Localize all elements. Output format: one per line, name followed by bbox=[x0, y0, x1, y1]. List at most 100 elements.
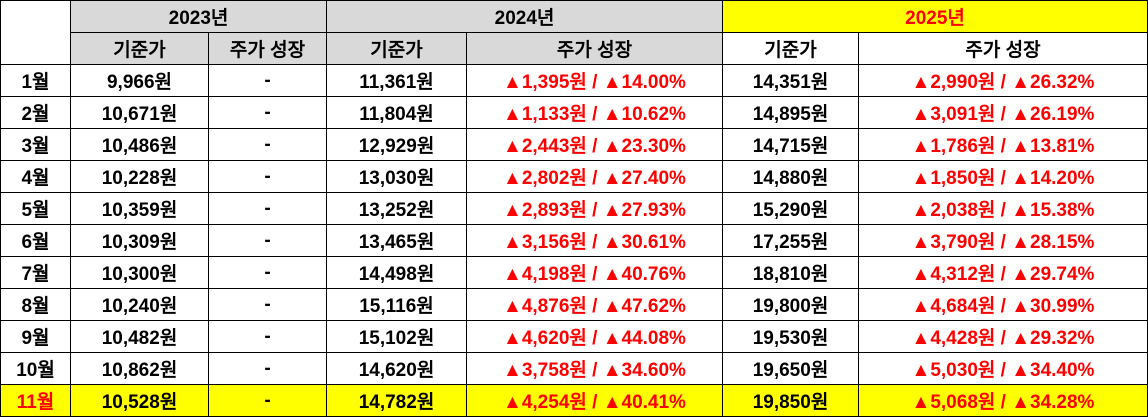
month-cell: 11월 bbox=[0, 384, 71, 417]
month-row: 1월 9,966원 -11,361원 ▲1,395원 / ▲14.00% 14,351원… bbox=[0, 64, 1148, 97]
growth-cell: - bbox=[208, 128, 327, 161]
month-row: 11월 10,528원 -14,782원 ▲4,254원 / ▲40.41% 19,85… bbox=[0, 384, 1148, 417]
growth-cell: ▲3,091원 / ▲26.19% bbox=[858, 96, 1148, 129]
year-header: 2024년 bbox=[326, 0, 723, 33]
growth-cell: ▲1,395원 / ▲14.00% bbox=[466, 64, 723, 97]
growth-cell: - bbox=[208, 352, 327, 385]
table-header: 2023년 2024년 2025년 기준가 주가 성장 기준가 주가 성장 기준… bbox=[0, 0, 1148, 65]
base-price-cell: 18,810원 bbox=[722, 256, 859, 289]
month-row: 3월 10,486원 -12,929원 ▲2,443원 / ▲23.30% 14,715… bbox=[0, 128, 1148, 161]
growth-cell: ▲4,254원 / ▲40.41% bbox=[466, 384, 723, 417]
month-cell: 9월 bbox=[0, 320, 71, 353]
growth-cell: ▲5,068원 / ▲34.28% bbox=[858, 384, 1148, 417]
month-cell: 7월 bbox=[0, 256, 71, 289]
growth-cell: ▲4,312원 / ▲29.74% bbox=[858, 256, 1148, 289]
base-price-cell: 14,895원 bbox=[722, 96, 859, 129]
growth-cell: - bbox=[208, 160, 327, 193]
growth-cell: ▲2,802원 / ▲27.40% bbox=[466, 160, 723, 193]
base-price-cell: 13,252원 bbox=[326, 192, 467, 225]
month-cell: 1월 bbox=[0, 64, 71, 97]
growth-cell: ▲1,786원 / ▲13.81% bbox=[858, 128, 1148, 161]
growth-cell: ▲2,038원 / ▲15.38% bbox=[858, 192, 1148, 225]
growth-cell: ▲1,850원 / ▲14.20% bbox=[858, 160, 1148, 193]
table-body: 1월 9,966원 -11,361원 ▲1,395원 / ▲14.00% 14,351원… bbox=[0, 64, 1148, 417]
base-price-cell: 10,671원 bbox=[70, 96, 209, 129]
growth-cell: ▲3,758원 / ▲34.60% bbox=[466, 352, 723, 385]
year-row: 2023년 2024년 2025년 bbox=[0, 0, 1148, 65]
growth-cell: ▲4,620원 / ▲44.08% bbox=[466, 320, 723, 353]
base-price-cell: 19,530원 bbox=[722, 320, 859, 353]
base-price-cell: 10,300원 bbox=[70, 256, 209, 289]
base-price-cell: 10,359원 bbox=[70, 192, 209, 225]
column-header: 주가 성장 bbox=[208, 32, 327, 65]
month-cell: 4월 bbox=[0, 160, 71, 193]
month-row: 10월 10,862원 -14,620원 ▲3,758원 / ▲34.60% 19,65… bbox=[0, 352, 1148, 385]
column-header: 기준가 bbox=[326, 32, 467, 65]
base-price-cell: 14,880원 bbox=[722, 160, 859, 193]
month-cell: 3월 bbox=[0, 128, 71, 161]
growth-cell: ▲2,893원 / ▲27.93% bbox=[466, 192, 723, 225]
growth-cell: ▲2,990원 / ▲26.32% bbox=[858, 64, 1148, 97]
column-header: 기준가 bbox=[722, 32, 859, 65]
growth-cell: ▲1,133원 / ▲10.62% bbox=[466, 96, 723, 129]
base-price-cell: 15,116원 bbox=[326, 288, 467, 321]
growth-cell: ▲3,156원 / ▲30.61% bbox=[466, 224, 723, 257]
month-row: 2월 10,671원 -11,804원 ▲1,133원 / ▲10.62% 14,895… bbox=[0, 96, 1148, 129]
growth-cell: ▲3,790원 / ▲28.15% bbox=[858, 224, 1148, 257]
growth-cell: - bbox=[208, 96, 327, 129]
base-price-cell: 19,650원 bbox=[722, 352, 859, 385]
base-price-cell: 14,715원 bbox=[722, 128, 859, 161]
growth-cell: ▲4,428원 / ▲29.32% bbox=[858, 320, 1148, 353]
column-row: 기준가 주가 성장 기준가 주가 성장 기준가 주가 성장 bbox=[1, 32, 1148, 65]
base-price-cell: 10,486원 bbox=[70, 128, 209, 161]
base-price-cell: 10,309원 bbox=[70, 224, 209, 257]
base-price-cell: 14,782원 bbox=[326, 384, 467, 417]
month-cell: 5월 bbox=[0, 192, 71, 225]
month-row: 9월 10,482원 -15,102원 ▲4,620원 / ▲44.08% 19,530… bbox=[0, 320, 1148, 353]
month-row: 5월 10,359원 -13,252원 ▲2,893원 / ▲27.93% 15,290… bbox=[0, 192, 1148, 225]
growth-cell: ▲4,684원 / ▲30.99% bbox=[858, 288, 1148, 321]
base-price-cell: 10,862원 bbox=[70, 352, 209, 385]
growth-cell: - bbox=[208, 256, 327, 289]
base-price-cell: 19,800원 bbox=[722, 288, 859, 321]
base-price-cell: 10,228원 bbox=[70, 160, 209, 193]
month-row: 4월 10,228원 -13,030원 ▲2,802원 / ▲27.40% 14,880… bbox=[0, 160, 1148, 193]
column-header: 기준가 bbox=[70, 32, 209, 65]
base-price-cell: 10,528원 bbox=[70, 384, 209, 417]
month-cell: 10월 bbox=[0, 352, 71, 385]
base-price-cell: 14,498원 bbox=[326, 256, 467, 289]
base-price-cell: 13,465원 bbox=[326, 224, 467, 257]
month-row: 7월 10,300원 -14,498원 ▲4,198원 / ▲40.76% 18,810… bbox=[0, 256, 1148, 289]
corner-cell bbox=[0, 0, 71, 65]
base-price-cell: 11,361원 bbox=[326, 64, 467, 97]
growth-cell: - bbox=[208, 224, 327, 257]
growth-cell: - bbox=[208, 192, 327, 225]
base-price-cell: 15,290원 bbox=[722, 192, 859, 225]
month-row: 8월 10,240원 -15,116원 ▲4,876원 / ▲47.62% 19,800… bbox=[0, 288, 1148, 321]
month-cell: 8월 bbox=[0, 288, 71, 321]
growth-cell: - bbox=[208, 288, 327, 321]
month-cell: 6월 bbox=[0, 224, 71, 257]
growth-cell: ▲5,030원 / ▲34.40% bbox=[858, 352, 1148, 385]
base-price-cell: 11,804원 bbox=[326, 96, 467, 129]
base-price-cell: 14,620원 bbox=[326, 352, 467, 385]
month-cell: 2월 bbox=[0, 96, 71, 129]
growth-cell: ▲2,443원 / ▲23.30% bbox=[466, 128, 723, 161]
growth-cell: - bbox=[208, 64, 327, 97]
base-price-cell: 17,255원 bbox=[722, 224, 859, 257]
base-price-cell: 10,482원 bbox=[70, 320, 209, 353]
growth-cell: ▲4,198원 / ▲40.76% bbox=[466, 256, 723, 289]
base-price-cell: 10,240원 bbox=[70, 288, 209, 321]
column-header: 주가 성장 bbox=[858, 32, 1148, 65]
year-header: 2025년 bbox=[722, 0, 1148, 33]
base-price-cell: 19,850원 bbox=[722, 384, 859, 417]
growth-cell: - bbox=[208, 384, 327, 417]
base-price-cell: 14,351원 bbox=[722, 64, 859, 97]
base-price-cell: 12,929원 bbox=[326, 128, 467, 161]
growth-cell: - bbox=[208, 320, 327, 353]
column-header: 주가 성장 bbox=[466, 32, 723, 65]
year-header: 2023년 bbox=[70, 0, 327, 33]
growth-cell: ▲4,876원 / ▲47.62% bbox=[466, 288, 723, 321]
